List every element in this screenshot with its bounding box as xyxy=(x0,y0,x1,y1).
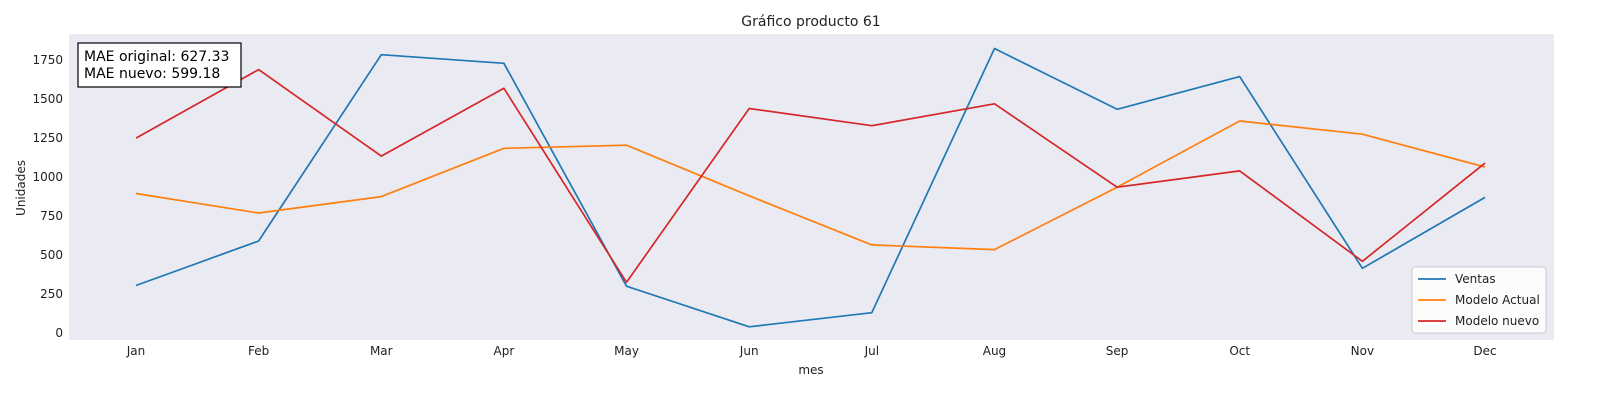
x-tick-label: May xyxy=(614,344,639,358)
y-tick-label: 1250 xyxy=(32,131,63,145)
x-tick-label: Mar xyxy=(370,344,393,358)
mae-original-text: MAE original: 627.33 xyxy=(84,49,229,65)
y-axis-label: Unidades xyxy=(14,160,28,216)
x-axis-ticks: Jan Feb Mar Apr May Jun Jul Aug Sep Oct Nov Dec xyxy=(126,344,1497,358)
x-tick-label: Apr xyxy=(494,344,515,358)
series-line-modelo-nuevo xyxy=(135,68,1486,284)
legend-label: Modelo nuevo xyxy=(1455,314,1539,328)
x-tick-label: Jan xyxy=(126,344,146,358)
chart-title: Gráfico producto 61 xyxy=(741,14,880,30)
x-tick-label: Nov xyxy=(1351,344,1374,358)
y-axis-ticks: 0 250 500 750 1000 1250 1500 1750 xyxy=(32,53,63,340)
legend-label: Ventas xyxy=(1455,272,1496,286)
mae-annotation-box: MAE original: 627.33 MAE nuevo: 599.18 xyxy=(77,42,242,88)
x-tick-label: Sep xyxy=(1106,344,1129,358)
x-tick-label: Jul xyxy=(864,344,879,358)
plot-area xyxy=(69,34,1554,340)
y-tick-label: 1500 xyxy=(32,92,63,106)
y-tick-label: 250 xyxy=(40,287,63,301)
mae-nuevo-text: MAE nuevo: 599.18 xyxy=(84,66,220,82)
y-tick-label: 1750 xyxy=(32,53,63,67)
legend: Ventas Modelo Actual Modelo nuevo xyxy=(1411,266,1547,334)
series-line-modelo-actual xyxy=(135,120,1486,251)
series-line-ventas xyxy=(135,47,1486,328)
x-axis-label: mes xyxy=(798,363,823,377)
y-tick-label: 1000 xyxy=(32,170,63,184)
series-lines xyxy=(135,47,1486,328)
x-tick-label: Dec xyxy=(1473,344,1496,358)
y-tick-label: 750 xyxy=(40,209,63,223)
legend-label: Modelo Actual xyxy=(1455,293,1540,307)
y-tick-label: 500 xyxy=(40,248,63,262)
y-tick-label: 0 xyxy=(55,326,63,340)
x-tick-label: Feb xyxy=(248,344,269,358)
x-tick-label: Jun xyxy=(739,344,759,358)
x-tick-label: Oct xyxy=(1229,344,1250,358)
x-tick-label: Aug xyxy=(983,344,1006,358)
